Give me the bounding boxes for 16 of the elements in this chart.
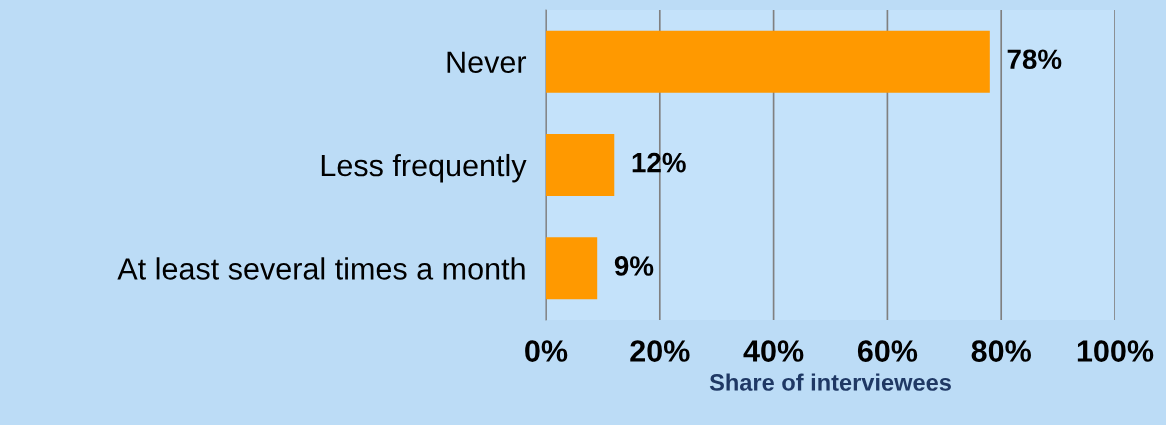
x-axis-title: Share of interviewees	[709, 373, 951, 391]
data-label: 78%	[1007, 49, 1062, 70]
x-tick-label: 20%	[630, 340, 690, 362]
x-tick-label: 60%	[857, 340, 918, 362]
x-tick-label: 100%	[1077, 340, 1154, 362]
y-tick-label: At least several times a month	[117, 257, 525, 280]
x-tick-label: 40%	[743, 340, 804, 362]
y-tick-label: Less frequently	[321, 153, 527, 183]
x-tick-label: 0%	[525, 340, 568, 362]
data-label: 9%	[614, 256, 654, 276]
data-label: 12%	[632, 152, 686, 173]
x-tick-label: 80%	[971, 340, 1031, 362]
bar	[546, 237, 598, 300]
y-tick-label: Never	[447, 51, 527, 74]
bar	[546, 30, 990, 93]
bar	[546, 134, 615, 196]
